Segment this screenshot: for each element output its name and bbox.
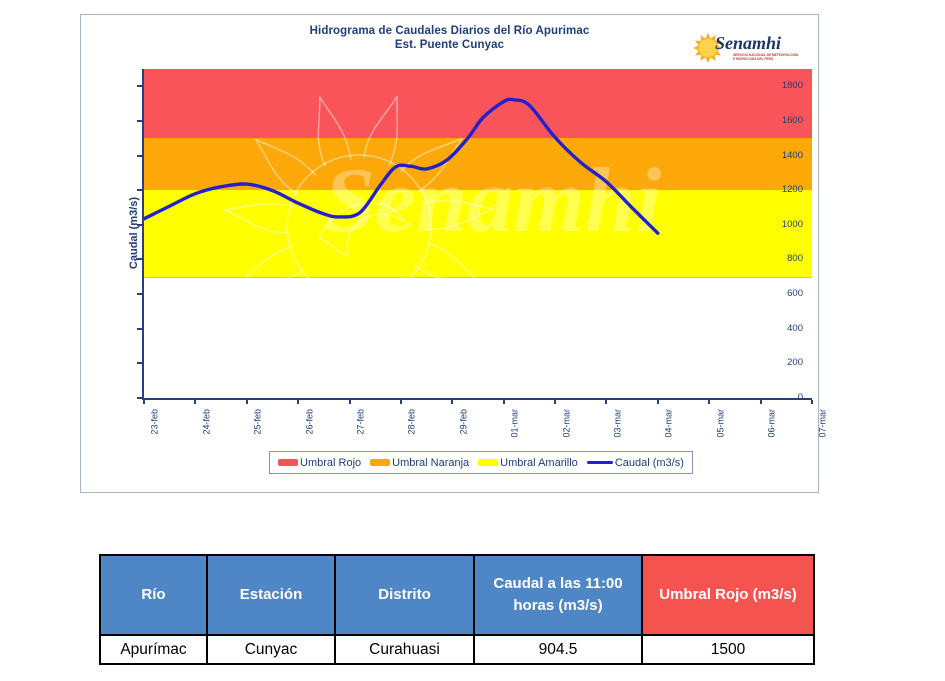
flow-curve [142,97,660,235]
sun-icon [693,33,723,63]
legend-label: Umbral Amarillo [500,456,578,469]
x-tick [605,400,608,404]
logo-tagline: SERVICIO NACIONAL DE METEOROLOGÍA E HIDR… [733,53,799,61]
x-tick [502,400,505,404]
table-data-row: Apurímac Cunyac Curahuasi 904.5 1500 [99,634,815,665]
cell-umbral-rojo: 1500 [641,634,815,665]
station-summary-table: Río Estación Distrito Caudal a las 11:00… [99,554,815,665]
hydrograph-chart-panel: Hidrograma de Caudales Diarios del Río A… [80,14,828,493]
cell-caudal: 904.5 [473,634,643,665]
flow-curve-chart [142,97,660,235]
cell-estacion: Cunyac [206,634,336,665]
x-tick-label: 01-mar [509,409,520,438]
table-header-row: Río Estación Distrito Caudal a las 11:00… [99,554,815,636]
x-tick-label: 02-mar [561,409,572,438]
yellow-band-lower-edge [144,276,812,278]
header-cell-estacion: Estación [206,554,336,636]
y-tick-label: 0 [797,392,803,403]
y-axis-title: Caudal (m3/s) [128,196,141,270]
x-tick-label: 27-feb [355,409,366,435]
y-tick [137,119,142,122]
x-axis [142,398,812,400]
x-tick-label: 07-mar [818,409,828,438]
y-tick [137,362,142,365]
legend-item-umbral-rojo: Umbral Rojo [278,457,361,469]
x-tick [656,400,659,404]
y-tick [137,223,142,226]
x-tick-label: 28-feb [406,409,417,435]
x-tick [811,400,813,404]
y-tick-label: 600 [787,288,803,300]
y-tick-label: 200 [787,357,803,369]
logo-tagline-line1: SERVICIO NACIONAL DE METEOROLOGÍA [733,53,799,57]
x-tick [554,400,557,404]
threshold-bands [144,69,812,398]
chart-title-line2: Est. Puente Cunyac [394,39,505,51]
x-tick [194,400,197,404]
legend-swatch [478,459,499,466]
legend-swatch [586,461,613,464]
x-tick-label: 26-feb [304,409,315,435]
cell-rio: Apurímac [99,634,208,665]
legend-label: Umbral Naranja [392,456,470,469]
x-tick [399,400,402,404]
legend-swatch [278,459,298,466]
y-tick [137,293,142,296]
logo-wordmark: Senamhi [715,33,782,53]
y-tick-label: 1600 [781,114,803,126]
x-tick-label: 03-mar [612,409,623,438]
y-axis [142,69,144,400]
y-tick-label: 1200 [781,184,803,196]
x-tick-label: 23-feb [150,409,160,435]
x-tick-label: 29-feb [458,409,469,435]
y-tick [137,397,142,399]
x-tick [759,400,762,404]
plot-area: Senamhi 0 200 400 600 800 1000 1200 1400 1600 180… [128,69,828,438]
header-cell-distrito: Distrito [334,554,475,636]
legend-label: Caudal (m3/s) [614,456,684,469]
header-cell-umbral-rojo: Umbral Rojo (m3/s) [641,554,815,636]
x-tick [348,400,351,404]
x-tick [451,400,454,404]
x-tick-label: 04-mar [663,409,674,438]
legend-swatch [370,459,391,466]
chart-title-line1: Hidrograma de Caudales Diarios del Río A… [309,25,590,37]
y-tick [137,327,142,330]
x-tick-label: 24-feb [201,409,212,435]
header-cell-caudal: Caudal a las 11:00 horas (m3/s) [473,554,643,636]
x-tick-label: 25-feb [252,409,263,435]
y-tick [137,85,142,88]
legend-item-umbral-naranja: Umbral Naranja [370,457,469,469]
y-tick [137,258,142,261]
legend-item-caudal-m3-s-: Caudal (m3/s) [586,456,684,469]
y-tick-label: 400 [787,322,803,334]
band-umbral-naranja [144,138,812,191]
cell-distrito: Curahuasi [334,634,475,665]
senamhi-logo: Senamhi SERVICIO NACIONAL DE METEOROLOGÍ… [693,28,809,72]
chart-legend: Umbral Rojo Umbral Naranja Umbral Amarillo… [269,451,693,474]
y-tick-label: 800 [787,253,803,265]
x-tick [297,400,300,404]
y-tick [137,189,142,192]
y-tick-label: 1800 [781,80,803,92]
y-tick-label: 1400 [781,149,803,161]
x-tick-label: 05-mar [715,409,726,438]
x-tick [245,400,248,404]
legend-item-umbral-amarillo: Umbral Amarillo [478,457,578,469]
y-tick [137,154,142,157]
band-umbral-amarillo [144,190,812,277]
x-tick [708,400,711,404]
x-tick-label: 06-mar [766,409,777,438]
logo-tagline-line2: E HIDROLOGÍA DEL PERÚ [733,56,774,61]
x-tick [143,400,145,404]
legend-label: Umbral Rojo [300,456,362,469]
header-cell-rio: Río [99,554,208,636]
y-tick-label: 1000 [781,218,803,230]
